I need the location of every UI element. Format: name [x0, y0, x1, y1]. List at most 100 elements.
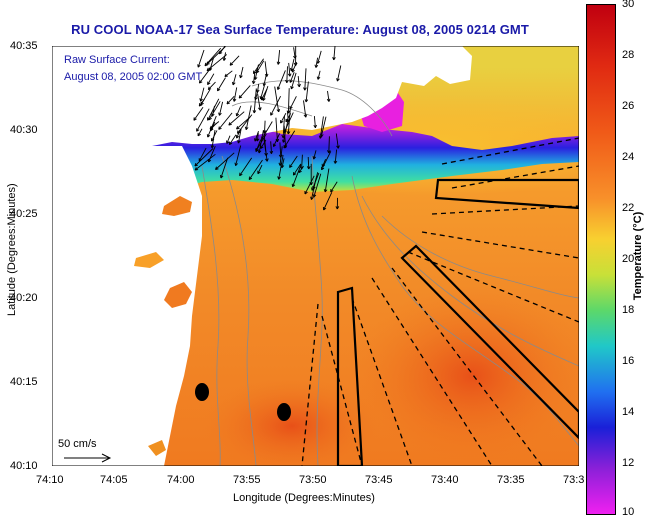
map-title: RU COOL NOAA-17 Sea Surface Temperature:…: [71, 22, 529, 37]
current-vector: [319, 116, 324, 139]
current-vector-head: [314, 124, 318, 128]
current-vector: [283, 130, 296, 149]
current-vector: [298, 165, 304, 173]
current-vector: [323, 192, 333, 211]
current-vector-head: [305, 114, 308, 118]
current-vector-head: [271, 150, 274, 154]
current-vector-head: [286, 79, 289, 84]
current-vector: [277, 70, 286, 90]
current-vector-head: [253, 81, 256, 84]
current-vector: [261, 121, 273, 140]
current-vector-head: [208, 118, 212, 121]
current-vector-head: [313, 194, 317, 198]
current-vector: [278, 155, 284, 180]
mooring-marker[interactable]: [195, 383, 209, 401]
current-vector-head: [305, 99, 309, 103]
current-vector: [324, 168, 330, 193]
current-vector-head: [239, 173, 243, 177]
current-vector: [200, 87, 205, 102]
current-vector-head: [324, 189, 328, 193]
current-vector-head: [337, 78, 340, 82]
current-vector-head: [333, 57, 336, 61]
current-vector-head: [292, 184, 296, 188]
current-vector: [281, 158, 285, 168]
current-vector: [208, 101, 221, 121]
current-vector: [194, 153, 216, 171]
current-vector: [285, 113, 292, 123]
current-vector-head: [304, 191, 308, 195]
current-vector: [255, 133, 267, 152]
current-vector-head: [287, 131, 291, 135]
current-vector-head: [199, 81, 203, 84]
current-vector-head: [248, 177, 253, 180]
current-label: Raw Surface Current:: [64, 54, 170, 66]
current-vector: [290, 58, 295, 72]
current-vector-head: [334, 160, 338, 164]
current-vector-head: [209, 68, 213, 71]
current-vector-head: [313, 156, 317, 160]
current-vector: [311, 172, 320, 191]
current-vector: [232, 74, 237, 86]
current-vector-head: [304, 87, 307, 91]
current-vector: [254, 91, 259, 100]
current-vector-head: [235, 163, 239, 167]
current-vector-head: [223, 58, 227, 61]
current-vector-head: [237, 131, 241, 134]
current-vector-head: [277, 87, 281, 90]
mooring-marker[interactable]: [277, 403, 291, 421]
current-vector-head: [217, 89, 221, 92]
current-vector: [260, 85, 265, 100]
current-vector-head: [204, 64, 208, 67]
current-vector-head: [211, 145, 215, 149]
colorbar-title: Temperature (°C): [632, 211, 644, 301]
current-vector: [199, 66, 212, 84]
survey-lines-dashed: [301, 137, 579, 466]
current-vector: [229, 55, 240, 66]
current-vector-head: [238, 140, 241, 144]
current-vector: [317, 70, 321, 80]
current-vector: [303, 100, 307, 118]
current-vector-head: [321, 167, 325, 171]
current-vector-head: [229, 142, 233, 145]
current-vector: [282, 115, 285, 138]
current-vector-head: [311, 197, 314, 200]
current-vector: [217, 77, 226, 92]
current-vector: [270, 95, 281, 116]
current-vector-head: [207, 82, 211, 85]
current-vector-head: [337, 145, 340, 149]
x-tick: 73:55: [233, 474, 261, 486]
current-vector: [224, 70, 233, 77]
x-tick: 73:40: [431, 474, 459, 486]
y-tick: 40:30: [10, 124, 38, 136]
current-vector: [310, 182, 316, 200]
current-vector-head: [254, 97, 258, 101]
current-vector-head: [236, 127, 240, 130]
current-vector: [280, 112, 287, 124]
current-vector-head: [215, 168, 219, 170]
current-vector: [253, 88, 257, 114]
current-vector: [282, 119, 289, 143]
current-vector-head: [196, 129, 200, 132]
y-tick: 40:20: [10, 292, 38, 304]
current-vector: [286, 66, 288, 83]
current-vector: [263, 72, 268, 86]
current-vector: [336, 65, 342, 82]
current-vector-head: [236, 113, 240, 117]
hot-patch: [352, 286, 579, 466]
current-vector: [287, 108, 291, 135]
current-vector-head: [219, 112, 222, 116]
current-vector: [237, 128, 242, 144]
current-vector: [327, 90, 330, 102]
current-vector-head: [266, 73, 269, 77]
current-vector: [218, 101, 224, 116]
current-vector-head: [208, 159, 212, 163]
current-vector: [196, 108, 210, 132]
sst-map[interactable]: [52, 46, 579, 466]
current-vector: [262, 85, 269, 101]
current-vector-head: [220, 175, 224, 179]
colorbar-tick: 30: [622, 0, 635, 10]
current-vector-head: [317, 76, 321, 80]
bathymetry-contours: [201, 80, 579, 466]
y-tick: 40:35: [10, 40, 38, 52]
current-vector: [211, 130, 216, 149]
